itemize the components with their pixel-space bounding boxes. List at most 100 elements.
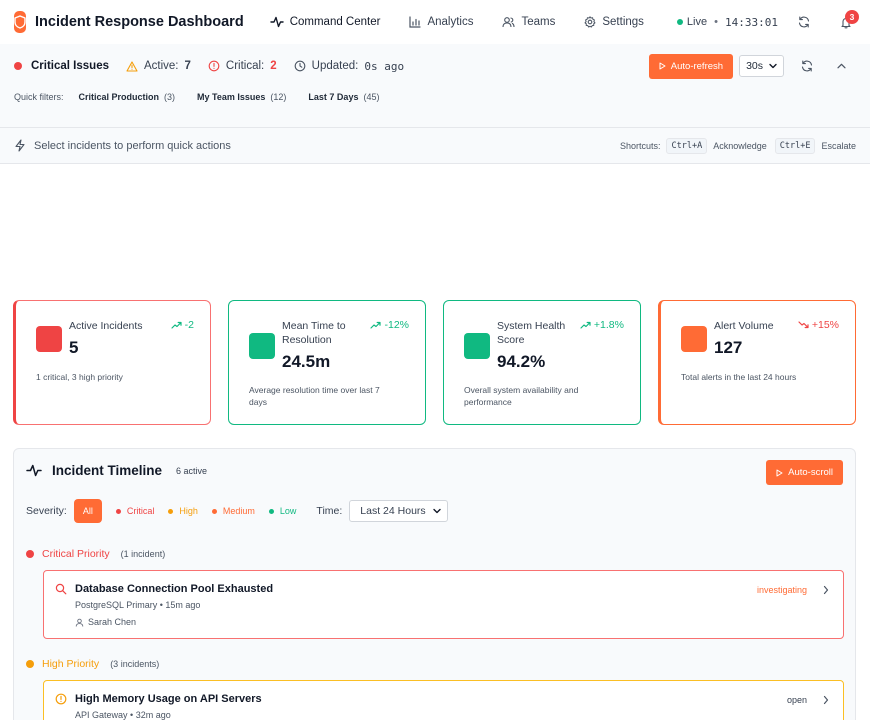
critical-value: 2 — [270, 60, 277, 72]
severity-dot — [115, 508, 121, 514]
quick-filter-my-team[interactable]: My Team Issues (12) — [197, 92, 286, 102]
nav-command-center[interactable]: Command Center — [269, 16, 381, 28]
auto-scroll-button[interactable]: Auto-scroll — [766, 460, 843, 485]
incident-age: 32m ago — [135, 710, 171, 720]
incident-timeline-panel: Incident Timeline 6 active Auto-scroll S… — [13, 448, 856, 720]
severity-filter-low[interactable]: Low — [268, 506, 297, 516]
severity-filter-critical[interactable]: Critical — [115, 506, 155, 516]
group-critical-priority[interactable]: Critical Priority (1 incident) — [26, 548, 165, 560]
group-title: Critical Priority — [42, 548, 110, 560]
metric-description: Average resolution time over last 7 days — [249, 385, 380, 407]
incident-service: PostgreSQL Primary — [75, 600, 158, 610]
metric-color-square — [464, 333, 490, 359]
metric-card-active-incidents[interactable]: Active Incidents -2 5 1 critical, 3 high… — [13, 300, 211, 425]
users-icon — [502, 16, 516, 28]
refresh-interval-select[interactable]: 30s — [739, 55, 784, 77]
shield-logo-icon — [14, 11, 26, 33]
refresh-button[interactable] — [798, 16, 810, 28]
metric-label: Active Incidents — [69, 320, 143, 332]
filter-label: My Team Issues — [197, 92, 266, 102]
metric-card-mttr[interactable]: Mean Time to Resolution -12% 24.5m Avera… — [228, 300, 426, 425]
filter-count: (3) — [164, 92, 176, 102]
chevron-right-icon[interactable] — [823, 695, 829, 705]
auto-refresh-label: Auto-refresh — [670, 60, 724, 72]
activity-icon — [26, 464, 42, 477]
warning-triangle-icon — [126, 60, 138, 72]
interval-value: 30s — [746, 60, 763, 72]
timeline-title: Incident Timeline — [52, 463, 163, 478]
metric-label: System Health Score — [497, 320, 566, 346]
collapse-button[interactable] — [837, 63, 846, 69]
severity-filter-all[interactable]: All — [73, 499, 102, 523]
metric-label: Alert Volume — [714, 320, 774, 332]
clock-icon — [294, 60, 306, 72]
notifications-button[interactable]: 3 — [840, 9, 859, 29]
severity-dot — [268, 508, 274, 514]
trend-value: -12% — [384, 319, 409, 331]
quick-actions-hint: Select incidents to perform quick action… — [34, 139, 231, 152]
trend-up-icon — [171, 321, 182, 329]
metric-color-square — [249, 333, 275, 359]
metric-trend: +15% — [798, 319, 839, 331]
incident-card[interactable]: High Memory Usage on API Servers API Gat… — [43, 680, 844, 720]
chevron-down-icon — [433, 508, 441, 514]
severity-filter-high[interactable]: High — [168, 506, 198, 516]
play-icon — [659, 62, 666, 70]
incident-status: investigating — [756, 585, 807, 595]
metric-label: Mean Time to Resolution — [282, 320, 346, 346]
keyboard-shortcuts: Shortcuts: Ctrl+A Acknowledge Ctrl+E Esc… — [620, 137, 856, 154]
incident-title: Database Connection Pool Exhausted — [75, 583, 274, 595]
nav-label: Command Center — [289, 16, 381, 28]
updated-label: Updated: — [311, 60, 359, 72]
app-title: Incident Response Dashboard — [35, 14, 244, 30]
quick-filter-critical-production[interactable]: Critical Production (3) — [79, 92, 176, 102]
shortcut-key: Ctrl+E — [774, 137, 816, 154]
live-dot — [676, 19, 683, 25]
severity-filter-label: Critical — [126, 506, 155, 516]
main-nav: Command Center Analytics Teams Settings — [269, 16, 673, 28]
severity-label: Severity: — [26, 505, 67, 517]
incident-card[interactable]: Database Connection Pool Exhausted Postg… — [43, 570, 844, 639]
nav-settings[interactable]: Settings — [584, 16, 644, 28]
live-indicator: Live • 14:33:01 — [676, 16, 778, 29]
alert-circle-icon — [208, 60, 220, 72]
quick-actions-bar: Select incidents to perform quick action… — [0, 128, 870, 164]
filter-count: (45) — [363, 92, 380, 102]
critical-status-bar: Critical Issues Active: 7 Critical: 2 Up… — [0, 44, 870, 88]
timeline-header: Incident Timeline 6 active — [26, 463, 207, 478]
group-dot — [26, 660, 34, 668]
severity-filter-medium[interactable]: Medium — [211, 506, 255, 516]
activity-icon — [269, 16, 284, 28]
auto-refresh-button[interactable]: Auto-refresh — [648, 53, 734, 79]
quick-filter-last-7-days[interactable]: Last 7 Days (45) — [308, 92, 379, 102]
trend-value: +1.8% — [593, 319, 624, 331]
nav-analytics[interactable]: Analytics — [409, 16, 473, 28]
metric-card-alert-volume[interactable]: Alert Volume +15% 127 Total alerts in th… — [658, 300, 856, 425]
manual-refresh-button[interactable] — [801, 60, 813, 72]
severity-filter-row: Severity: All Critical High Medium Low T… — [26, 499, 449, 523]
chevron-up-icon — [837, 63, 846, 69]
severity-filter-label: Low — [279, 506, 297, 516]
nav-teams[interactable]: Teams — [502, 16, 555, 28]
lightning-icon — [14, 139, 26, 152]
severity-dot — [211, 508, 217, 514]
time-range-select[interactable]: Last 24 Hours — [349, 500, 449, 522]
metric-value: 24.5m — [282, 352, 331, 371]
incident-status: open — [786, 695, 807, 705]
active-value: 7 — [184, 60, 191, 72]
metric-value: 127 — [714, 338, 743, 357]
metric-trend: -12% — [370, 319, 409, 331]
filter-label: Last 7 Days — [308, 92, 359, 102]
metric-color-square — [681, 326, 707, 352]
bar-chart-icon — [409, 16, 422, 28]
timeline-active-count: 6 active — [176, 465, 208, 476]
chevron-down-icon — [769, 63, 777, 69]
incident-title: High Memory Usage on API Servers — [75, 693, 262, 705]
critical-issues-title: Critical Issues — [31, 60, 109, 72]
metric-card-system-health[interactable]: System Health Score +1.8% 94.2% Overall … — [443, 300, 641, 425]
group-high-priority[interactable]: High Priority (3 incidents) — [26, 658, 159, 670]
filter-count: (12) — [270, 92, 287, 102]
chevron-right-icon[interactable] — [823, 585, 829, 595]
user-icon — [75, 618, 84, 627]
nav-label: Settings — [602, 16, 644, 28]
